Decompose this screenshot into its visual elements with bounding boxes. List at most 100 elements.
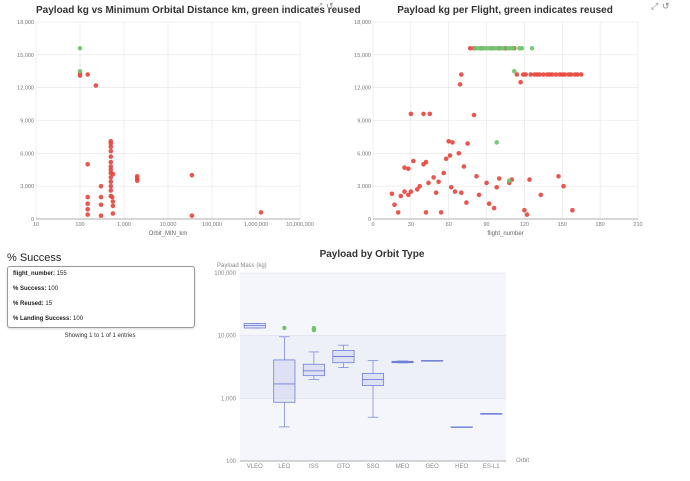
not-reused-point xyxy=(108,154,114,159)
x-tick-label: 10,000 xyxy=(160,222,177,228)
stat-value: 100 xyxy=(73,316,84,322)
not-reused-point xyxy=(93,83,99,88)
x-tick-label: 100 xyxy=(75,222,84,228)
not-reused-point xyxy=(108,179,114,185)
y-tick-label: 1,000 xyxy=(221,396,237,402)
not-reused-point xyxy=(456,151,462,156)
x-tick-label: 60 xyxy=(446,222,452,228)
reused-point xyxy=(500,46,506,51)
not-reused-point xyxy=(496,176,502,181)
x-tick-label: 180 xyxy=(596,222,605,228)
reused-point xyxy=(519,46,525,51)
not-reused-point xyxy=(524,212,530,217)
not-reused-point xyxy=(414,187,420,192)
stat-row-reused: % Reused: 15 xyxy=(13,301,53,307)
not-reused-point xyxy=(108,175,114,180)
stat-value: 155 xyxy=(56,271,67,277)
y-axis-label: Payload Mass (kg) xyxy=(217,263,267,269)
not-reused-point xyxy=(406,192,411,198)
not-reused-point xyxy=(465,141,470,146)
x-tick-label: 90 xyxy=(484,222,490,228)
not-reused-point xyxy=(108,164,114,169)
not-reused-point xyxy=(556,174,561,179)
stats-heading: % Success xyxy=(7,252,62,264)
lasso-icon[interactable]: ⤢ xyxy=(315,1,323,11)
not-reused-point xyxy=(431,175,436,180)
not-reused-point xyxy=(110,203,116,209)
not-reused-point xyxy=(389,191,395,197)
not-reused-point xyxy=(85,194,90,200)
not-reused-point xyxy=(575,72,580,77)
not-reused-point xyxy=(98,202,104,208)
chart1-title: Payload kg vs Minimum Orbital Distance k… xyxy=(36,5,361,16)
not-reused-point xyxy=(518,79,523,85)
y-tick-label: 12,000 xyxy=(17,86,34,92)
table-info: Showing 1 to 1 of 1 entries xyxy=(64,333,136,339)
reused-point xyxy=(77,69,83,74)
x-tick-label: 210 xyxy=(633,222,642,228)
not-reused-point xyxy=(459,72,464,77)
not-reused-point xyxy=(541,72,546,77)
reused-point xyxy=(77,46,83,51)
stat-value: 15 xyxy=(45,301,53,307)
not-reused-point xyxy=(568,72,574,77)
not-reused-point xyxy=(570,207,575,213)
not-reused-point xyxy=(464,200,469,205)
not-reused-point xyxy=(395,210,401,215)
stat-key: % Reused xyxy=(13,301,42,307)
x-tick-label: 1,000,000 xyxy=(244,222,268,228)
y-tick-label: 100,000 xyxy=(214,271,236,277)
not-reused-point xyxy=(402,189,407,194)
not-reused-point xyxy=(258,210,264,215)
chart2-title: Payload kg per Flight, green indicates r… xyxy=(397,5,613,16)
not-reused-point xyxy=(189,213,195,218)
stat-key: flight_number xyxy=(13,271,53,277)
not-reused-point xyxy=(549,72,555,77)
not-reused-point xyxy=(421,111,426,117)
not-reused-point xyxy=(537,72,542,77)
not-reused-point xyxy=(108,144,114,150)
not-reused-point xyxy=(561,183,566,189)
x-tick-label: HEO xyxy=(455,464,468,470)
not-reused-point xyxy=(134,178,140,183)
x-tick-label: 120 xyxy=(520,222,529,228)
reset-icon[interactable]: ↺ xyxy=(662,1,670,11)
stats-card: flight_number: 155 % Success: 100 % Reus… xyxy=(7,266,195,328)
y-tick-label: 3,000 xyxy=(20,184,34,190)
reset-icon[interactable]: ↺ xyxy=(326,1,334,11)
y-tick-label: 6,000 xyxy=(357,151,371,157)
not-reused-point xyxy=(85,162,90,167)
x-tick-label: 30 xyxy=(408,222,414,228)
outlier-point xyxy=(311,325,317,331)
x-axis-label: Orbit_MIN_km xyxy=(149,231,188,237)
not-reused-point xyxy=(110,211,116,216)
not-reused-point xyxy=(392,202,397,208)
x-tick-label: MEO xyxy=(396,464,410,470)
not-reused-point xyxy=(523,72,528,77)
reused-point xyxy=(529,46,535,51)
reused-point xyxy=(494,140,500,145)
not-reused-point xyxy=(433,190,439,195)
not-reused-point xyxy=(486,201,492,206)
not-reused-point xyxy=(408,189,414,194)
not-reused-point xyxy=(85,212,90,217)
not-reused-point xyxy=(108,188,114,193)
not-reused-point xyxy=(411,158,416,164)
x-tick-label: GEO xyxy=(425,464,439,470)
x-axis-label: Orbit xyxy=(516,458,529,464)
reused-point xyxy=(507,178,512,183)
y-tick-label: 9,000 xyxy=(20,119,34,125)
y-tick-label: 12,000 xyxy=(354,86,371,92)
x-tick-label: 150 xyxy=(558,222,567,228)
not-reused-point xyxy=(108,148,114,154)
not-reused-point xyxy=(461,164,467,169)
y-tick-label: 3,000 xyxy=(357,184,371,190)
not-reused-point xyxy=(538,192,544,198)
not-reused-point xyxy=(457,82,463,87)
not-reused-point xyxy=(98,194,104,200)
not-reused-point xyxy=(108,183,114,189)
not-reused-point xyxy=(423,210,429,215)
not-reused-point xyxy=(427,111,433,117)
lasso-icon[interactable]: ⤢ xyxy=(651,1,659,11)
